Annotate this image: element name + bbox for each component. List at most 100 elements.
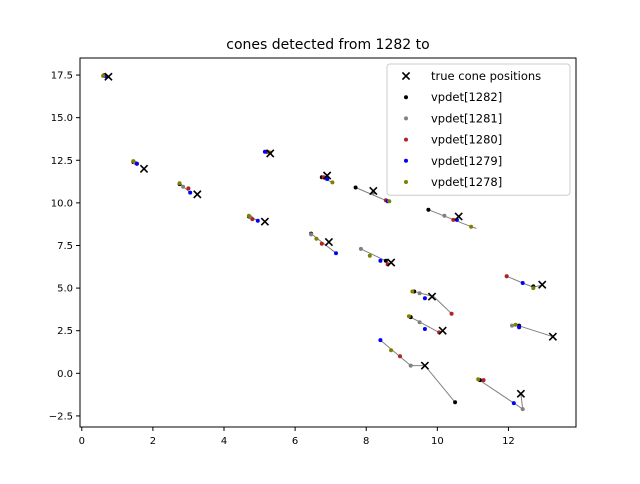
legend-label: vpdet[1280] (431, 133, 502, 147)
legend-label: vpdet[1279] (431, 154, 502, 168)
true-cone-marker (548, 332, 558, 341)
detection-point (410, 289, 415, 294)
detection-point (520, 281, 525, 285)
detection-point (504, 274, 509, 279)
legend-label: vpdet[1278] (431, 175, 502, 189)
detection-point (481, 378, 486, 383)
y-tick-label: −2.5 (49, 411, 73, 422)
track-connector-line (506, 275, 541, 288)
track-connector-line (360, 248, 388, 263)
detection-point (325, 177, 330, 181)
legend-entry: true cone positions (401, 69, 541, 83)
true-cone-marker (386, 258, 396, 267)
true-cone-marker (324, 237, 334, 247)
detection-point (476, 377, 481, 382)
track-connector-line (477, 378, 524, 411)
detection-point (406, 314, 411, 319)
legend-dot-marker-icon (404, 158, 408, 163)
detection-point (408, 363, 413, 368)
detection-point (422, 296, 427, 301)
detection-point (131, 159, 136, 164)
detection-point (417, 320, 422, 325)
detection-point (314, 236, 319, 241)
x-tick-label: 0 (79, 436, 85, 447)
legend-dot-marker-icon (404, 137, 408, 142)
x-tick-label: 8 (363, 436, 369, 447)
x-tick-label: 12 (502, 436, 515, 447)
chart-title: cones detected from 1282 to (226, 37, 429, 53)
true-cone-marker (516, 389, 526, 398)
y-tick-label: 17.5 (51, 71, 73, 82)
detection-point (453, 400, 458, 405)
detection-point (451, 217, 456, 222)
axes-frame (79, 57, 577, 428)
true-cone-marker (538, 280, 547, 289)
y-tick-label: 15.0 (51, 113, 73, 124)
detection-point (426, 207, 431, 212)
detection-point (378, 258, 383, 263)
detection-point (134, 161, 139, 166)
x-tick-label: 6 (292, 436, 298, 447)
detection-point (417, 291, 422, 296)
track-connector-line (355, 187, 388, 202)
x-tick-label: 10 (431, 436, 444, 447)
y-axis: −2.5 0.0 2.5 5.0 7.5 10.0 12.5 15.0 17.5 (49, 71, 80, 422)
track-connector-line (380, 339, 456, 403)
legend-entry: vpdet[1279] (404, 154, 502, 168)
detection-point (334, 251, 338, 256)
x-tick-label: 4 (221, 436, 227, 447)
legend-dot-marker-icon (404, 95, 408, 100)
detection-point (398, 354, 402, 359)
detection-point (353, 185, 358, 190)
legend-entry: vpdet[1278] (404, 175, 502, 189)
detection-point (510, 323, 514, 328)
detection-point (387, 199, 392, 204)
detection-point (330, 180, 335, 185)
y-tick-label: 2.5 (57, 326, 73, 337)
y-tick-label: 0.0 (57, 369, 73, 380)
legend-entry: vpdet[1281] (404, 111, 502, 125)
detection-point (358, 246, 363, 251)
detection-point (389, 348, 394, 353)
legend-dot-marker-icon (404, 180, 408, 184)
legend-entry: vpdet[1282] (404, 90, 502, 104)
detection-point (309, 232, 314, 237)
detection-point (449, 311, 454, 316)
detection-point (181, 184, 186, 189)
legend: true cone positions vpdet[1282] vpdet[1281… (386, 63, 571, 196)
legend-label: true cone positions (431, 69, 541, 83)
true-cone-marker (322, 171, 332, 180)
legend-label: vpdet[1282] (431, 90, 502, 104)
detection-point (101, 73, 106, 78)
detection-point (255, 218, 260, 223)
detection-point (422, 327, 427, 331)
track-connector-line (515, 324, 554, 338)
true-cone-marker (266, 149, 275, 158)
detection-point (367, 253, 372, 258)
true-cone-marker (139, 164, 149, 173)
detection-point (520, 407, 525, 412)
detection-point (262, 149, 267, 154)
legend-label: vpdet[1281] (431, 111, 502, 125)
true-cone-marker (438, 326, 447, 335)
true-cone-marker (104, 72, 113, 81)
plot-area (79, 57, 577, 428)
legend-entry: vpdet[1280] (404, 133, 502, 147)
detection-point (469, 224, 474, 229)
y-tick-label: 7.5 (57, 241, 73, 252)
true-cone-marker (427, 292, 437, 301)
detection-point (186, 186, 191, 191)
detection-point (513, 322, 518, 327)
true-cone-marker (369, 186, 378, 196)
y-tick-label: 12.5 (51, 156, 73, 167)
detection-point (442, 213, 447, 218)
legend-box (386, 63, 571, 196)
y-tick-label: 5.0 (57, 284, 73, 295)
detection-point (378, 338, 383, 343)
legend-x-marker-icon (401, 71, 411, 81)
detection-point (319, 241, 324, 246)
true-cone-marker (454, 212, 463, 221)
x-axis: 0 2 4 6 8 10 12 (79, 427, 515, 447)
